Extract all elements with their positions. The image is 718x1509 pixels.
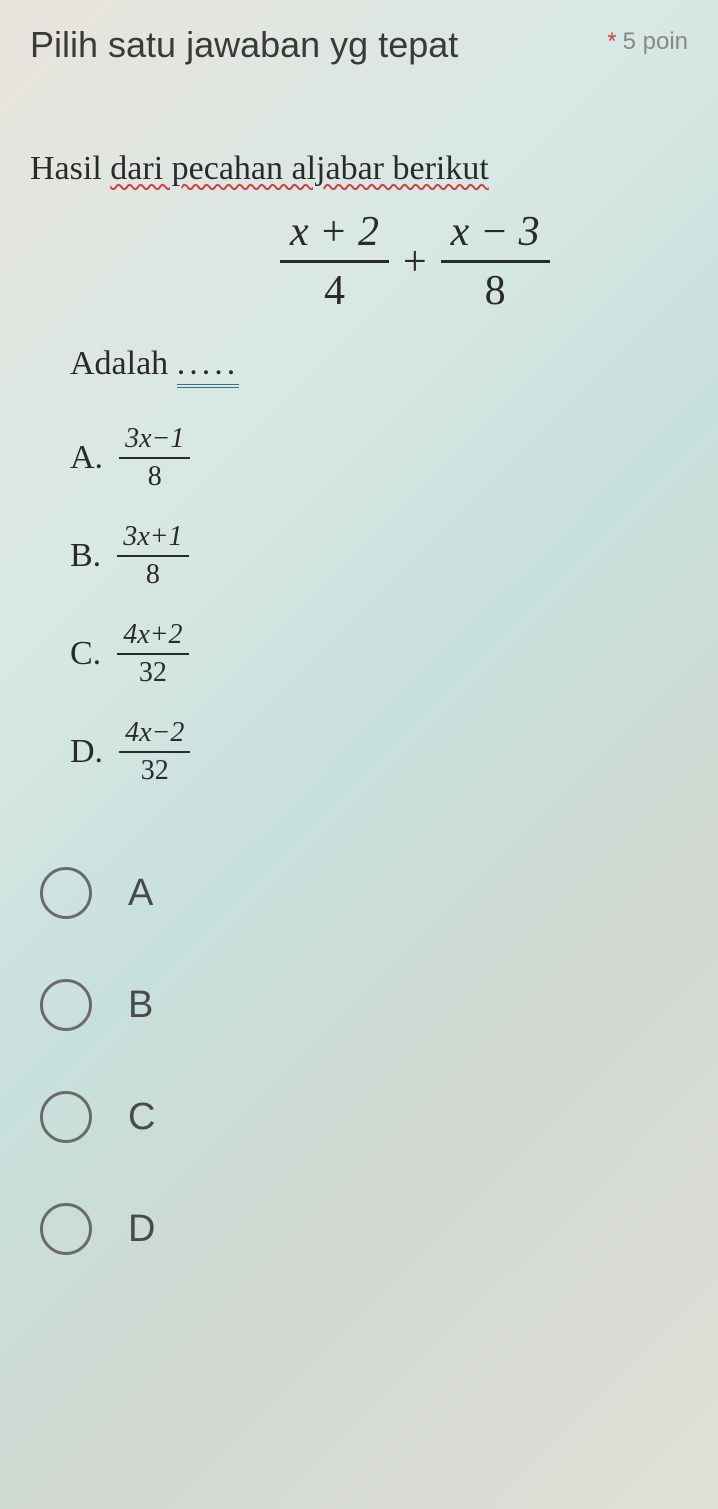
radio-b[interactable]: B [40,979,688,1031]
option-a-fraction: 3x−1 8 [119,423,190,493]
fraction-2: x − 3 8 [441,208,550,315]
radio-c-label: C [128,1096,155,1139]
fraction-1-denominator: 4 [324,263,345,315]
points-indicator: * 5 poin [607,28,688,56]
option-b-numerator: 3x+1 [117,521,188,557]
option-a-numerator: 3x−1 [119,423,190,459]
radio-a-label: A [128,872,153,915]
radio-b-circle[interactable] [40,979,92,1031]
radio-choices: A B C D [40,867,688,1255]
algebraic-expression: x + 2 4 + x − 3 8 [280,208,688,315]
option-d: D. 4x−2 32 [70,717,688,787]
points-text: 5 poin [623,28,688,55]
required-asterisk: * [607,28,616,55]
question-prompt: Pilih satu jawaban yg tepat [30,20,587,70]
radio-b-label: B [128,984,153,1027]
fraction-2-numerator: x − 3 [441,208,550,263]
option-b-fraction: 3x+1 8 [117,521,188,591]
option-d-letter: D. [70,733,103,771]
question-intro: Hasil dari pecahan aljabar berikut [30,150,688,188]
blank-dots: ..... [177,345,240,388]
option-d-fraction: 4x−2 32 [119,717,190,787]
intro-wavy: dari pecahan aljabar berikut [110,150,489,187]
option-c-denominator: 32 [139,655,167,689]
option-c-letter: C. [70,635,101,673]
radio-d-circle[interactable] [40,1203,92,1255]
option-c: C. 4x+2 32 [70,619,688,689]
operator-plus: + [403,238,427,286]
option-d-denominator: 32 [141,753,169,787]
adalah-word: Adalah [70,345,177,382]
radio-c-circle[interactable] [40,1091,92,1143]
fraction-2-denominator: 8 [485,263,506,315]
adalah-text: Adalah ..... [70,345,688,383]
option-a: A. 3x−1 8 [70,423,688,493]
option-c-fraction: 4x+2 32 [117,619,188,689]
radio-d[interactable]: D [40,1203,688,1255]
option-a-letter: A. [70,439,103,477]
radio-a[interactable]: A [40,867,688,919]
radio-a-circle[interactable] [40,867,92,919]
fraction-1-numerator: x + 2 [280,208,389,263]
option-b-denominator: 8 [146,557,160,591]
option-d-numerator: 4x−2 [119,717,190,753]
option-b-letter: B. [70,537,101,575]
option-b: B. 3x+1 8 [70,521,688,591]
option-a-denominator: 8 [148,459,162,493]
question-header: Pilih satu jawaban yg tepat * 5 poin [30,20,688,70]
option-c-numerator: 4x+2 [117,619,188,655]
radio-d-label: D [128,1208,155,1251]
answer-options-list: A. 3x−1 8 B. 3x+1 8 C. 4x+2 32 D. 4x−2 3… [70,423,688,787]
intro-plain: Hasil [30,150,110,187]
radio-c[interactable]: C [40,1091,688,1143]
fraction-1: x + 2 4 [280,208,389,315]
